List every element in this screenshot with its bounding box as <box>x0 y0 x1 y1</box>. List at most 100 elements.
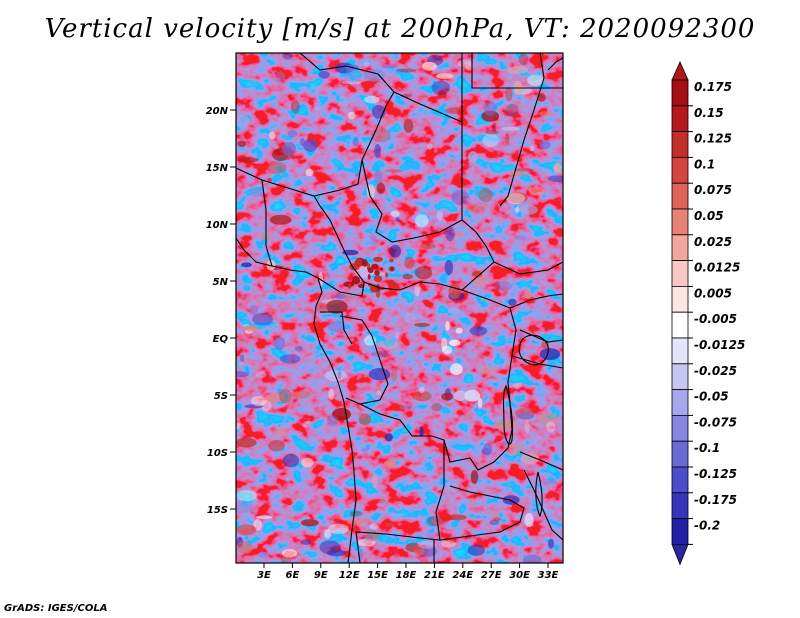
field-patch <box>482 506 487 510</box>
field-patch <box>282 53 293 60</box>
field-patch <box>482 133 499 148</box>
field-patch <box>239 354 245 362</box>
border-north <box>236 91 463 197</box>
field-patch <box>389 244 402 258</box>
field-patch <box>449 339 461 346</box>
field-patch <box>354 258 364 267</box>
lat-label: 15N <box>206 163 229 174</box>
field-patch <box>524 420 530 434</box>
border-uganda-kenya <box>509 293 563 343</box>
colorbar-swatch <box>671 363 689 390</box>
field-patch <box>258 551 270 559</box>
field-patch <box>455 327 463 334</box>
field-patch <box>539 111 553 117</box>
field-patch <box>519 204 538 215</box>
colorbar-swatch <box>671 466 689 494</box>
colorbar-label: 0.15 <box>694 106 724 120</box>
field-patch <box>454 231 466 238</box>
field-patch <box>342 295 356 299</box>
field-patch <box>236 114 250 128</box>
field-patch <box>465 61 473 71</box>
colorbar-label: 0.075 <box>694 183 732 197</box>
field-patch <box>289 390 311 399</box>
field-patch <box>464 389 481 402</box>
colorbar-label: -0.005 <box>694 312 737 326</box>
lon-label: 12E <box>339 570 360 581</box>
field-patch <box>414 282 420 297</box>
field-patch <box>404 312 416 324</box>
colorbar-swatch <box>671 105 689 133</box>
lon-label: 33E <box>538 570 559 581</box>
field-patch <box>269 214 292 225</box>
field-patch <box>539 140 551 150</box>
field-patch <box>236 490 258 502</box>
field-patch <box>252 312 274 326</box>
border-libya <box>299 53 395 93</box>
field-patch <box>371 350 390 358</box>
field-patch <box>357 538 376 547</box>
field-patch <box>367 273 371 280</box>
field-patch <box>374 169 383 184</box>
field-patch <box>367 267 374 274</box>
field-patch <box>268 440 285 452</box>
border-angola <box>359 403 471 463</box>
field-patch <box>505 105 519 113</box>
field-patch <box>546 421 556 433</box>
field-patch <box>505 87 513 102</box>
field-patch <box>507 192 528 204</box>
field-patch <box>547 175 563 182</box>
field-patch <box>513 382 523 388</box>
field-patch <box>318 70 330 79</box>
field-patch <box>518 53 529 65</box>
longitude-labels: 3E 6E 9E 12E 15E 18E 21E 24E 27E 30E 33E <box>257 563 559 581</box>
colorbar-label: 0.05 <box>694 209 724 223</box>
field-patch <box>426 529 435 540</box>
field-patch <box>347 111 356 120</box>
colorbar-swatch <box>671 337 689 365</box>
field-patch <box>273 427 289 437</box>
border-gabon <box>320 311 353 345</box>
colorbar-swatch <box>671 414 689 442</box>
field-patch <box>467 544 485 556</box>
border-car-south <box>351 261 495 291</box>
field-patch <box>448 283 462 299</box>
field-patch <box>361 448 369 452</box>
field-patch <box>537 93 546 102</box>
latitude-labels: 20N 15N 10N 5N EQ 5S 10S 15S <box>206 106 236 516</box>
lon-label: 30E <box>509 570 530 581</box>
field-patch <box>541 478 557 485</box>
lat-label: 20N <box>206 106 229 117</box>
colorbar-swatch <box>671 79 689 107</box>
lat-label: 10N <box>206 220 229 231</box>
field-patch <box>524 291 533 300</box>
field-patch <box>363 529 380 542</box>
field-patch <box>279 388 292 404</box>
field-patch <box>420 243 436 249</box>
colorbar-label: 0.1 <box>694 157 715 171</box>
border-malawi <box>523 469 563 541</box>
field-patch <box>470 497 475 508</box>
field-patch <box>514 168 534 172</box>
field-patch <box>469 326 488 336</box>
field-patch <box>528 186 544 196</box>
field-patch <box>373 275 383 283</box>
field-patch <box>427 515 446 527</box>
vertical-velocity-field <box>236 53 563 563</box>
colorbar-swatch <box>671 492 689 519</box>
field-patch <box>392 513 405 517</box>
field-patch <box>395 217 400 222</box>
field-patch <box>236 371 250 378</box>
lon-label: 15E <box>367 570 388 581</box>
colorbar-label: 0.005 <box>694 286 732 300</box>
field-patch <box>385 522 395 527</box>
field-patch <box>505 132 510 145</box>
field-patch <box>237 140 247 147</box>
border-nigeria <box>261 179 353 267</box>
field-patch <box>279 354 301 364</box>
field-patch <box>520 452 540 465</box>
field-patch <box>517 411 535 420</box>
field-patch <box>470 470 479 484</box>
colorbar-swatch <box>671 311 689 339</box>
field-patch <box>300 539 312 545</box>
